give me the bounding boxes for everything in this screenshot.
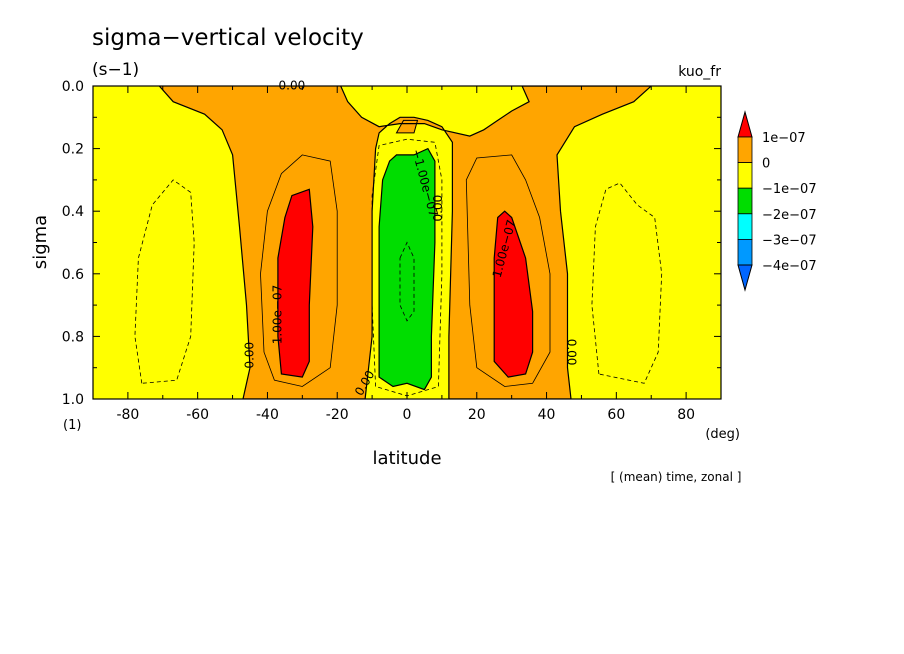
y-tick-label: 0.4 xyxy=(62,204,84,220)
averaging-note: [ (mean) time, zonal ] xyxy=(611,470,742,484)
contour-neg-eq-outer xyxy=(371,138,443,397)
contour-positive-north xyxy=(465,154,551,387)
field-strong-negative-core xyxy=(379,148,435,390)
plot-area: 0.001.00e−070.000.00−1.00e−070.001.00e−0… xyxy=(92,79,722,400)
y-tick-label: 0.8 xyxy=(62,329,84,345)
x-tick-label: 20 xyxy=(468,407,486,423)
contour-label: 0.00 xyxy=(242,342,256,369)
colorbar-legend: 1e−07 0 −1e−07 −2e−07 −3e−07 −4e−07 xyxy=(737,110,817,292)
x-tick-label: 40 xyxy=(538,407,556,423)
colorbar-max-arrow xyxy=(737,110,753,138)
x-tick-label: -20 xyxy=(326,407,349,423)
contour-label: 0.00 xyxy=(431,195,445,222)
colorbar-level-label: −1e−07 xyxy=(762,182,817,197)
colorbar-box xyxy=(737,213,753,240)
x-unit-label: (deg) xyxy=(705,427,740,442)
y-unit-label: (1) xyxy=(63,418,81,433)
field-max-south xyxy=(277,188,314,378)
colorbar-box xyxy=(737,187,753,215)
contour-label: 1.00e−07 xyxy=(270,285,284,344)
colorbar-level-label: −2e−07 xyxy=(762,208,817,223)
contour-positive-south xyxy=(260,154,338,387)
y-tick-label: 0.0 xyxy=(62,79,84,95)
field-max-north xyxy=(493,210,534,378)
colorbar-level-label: −4e−07 xyxy=(762,259,817,274)
colorbar-min-arrow xyxy=(737,264,753,292)
x-tick-label: -40 xyxy=(256,407,279,423)
contour-neg-eq-inner xyxy=(399,241,415,322)
run-label: kuo_fr xyxy=(678,64,721,80)
x-tick-label: 60 xyxy=(607,407,625,423)
y-axis: 0.0 0.2 0.4 0.6 0.8 1.0 xyxy=(62,79,721,408)
y-tick-label: 0.2 xyxy=(62,142,84,158)
contour-neg-south xyxy=(134,179,195,384)
contour-neg-north xyxy=(591,182,663,384)
x-axis: -80 -60 -40 -20 0 20 40 60 80 xyxy=(92,86,722,423)
colorbar-level-label: −3e−07 xyxy=(762,233,817,248)
colorbar-box xyxy=(737,136,753,164)
x-tick-label: 80 xyxy=(677,407,695,423)
colorbar-level-label: 1e−07 xyxy=(762,131,806,146)
chart-title: sigma−vertical velocity xyxy=(92,25,364,51)
contour-label: 0.00 xyxy=(565,339,579,366)
x-axis-label: latitude xyxy=(372,448,441,469)
colorbar-level-label: 0 xyxy=(762,157,770,172)
units-label: (s−1) xyxy=(92,60,139,80)
contour-zero xyxy=(158,86,653,399)
x-tick-label: 0 xyxy=(403,407,412,423)
contour-minus1e-7 xyxy=(378,147,436,391)
y-axis-label: sigma xyxy=(30,215,51,269)
colorbar-box xyxy=(737,162,753,189)
y-tick-label: 0.6 xyxy=(62,267,84,283)
y-tick-label: 1.0 xyxy=(62,392,84,408)
x-tick-label: -80 xyxy=(116,407,139,423)
x-tick-label: -60 xyxy=(186,407,209,423)
colorbar-box xyxy=(737,238,753,266)
